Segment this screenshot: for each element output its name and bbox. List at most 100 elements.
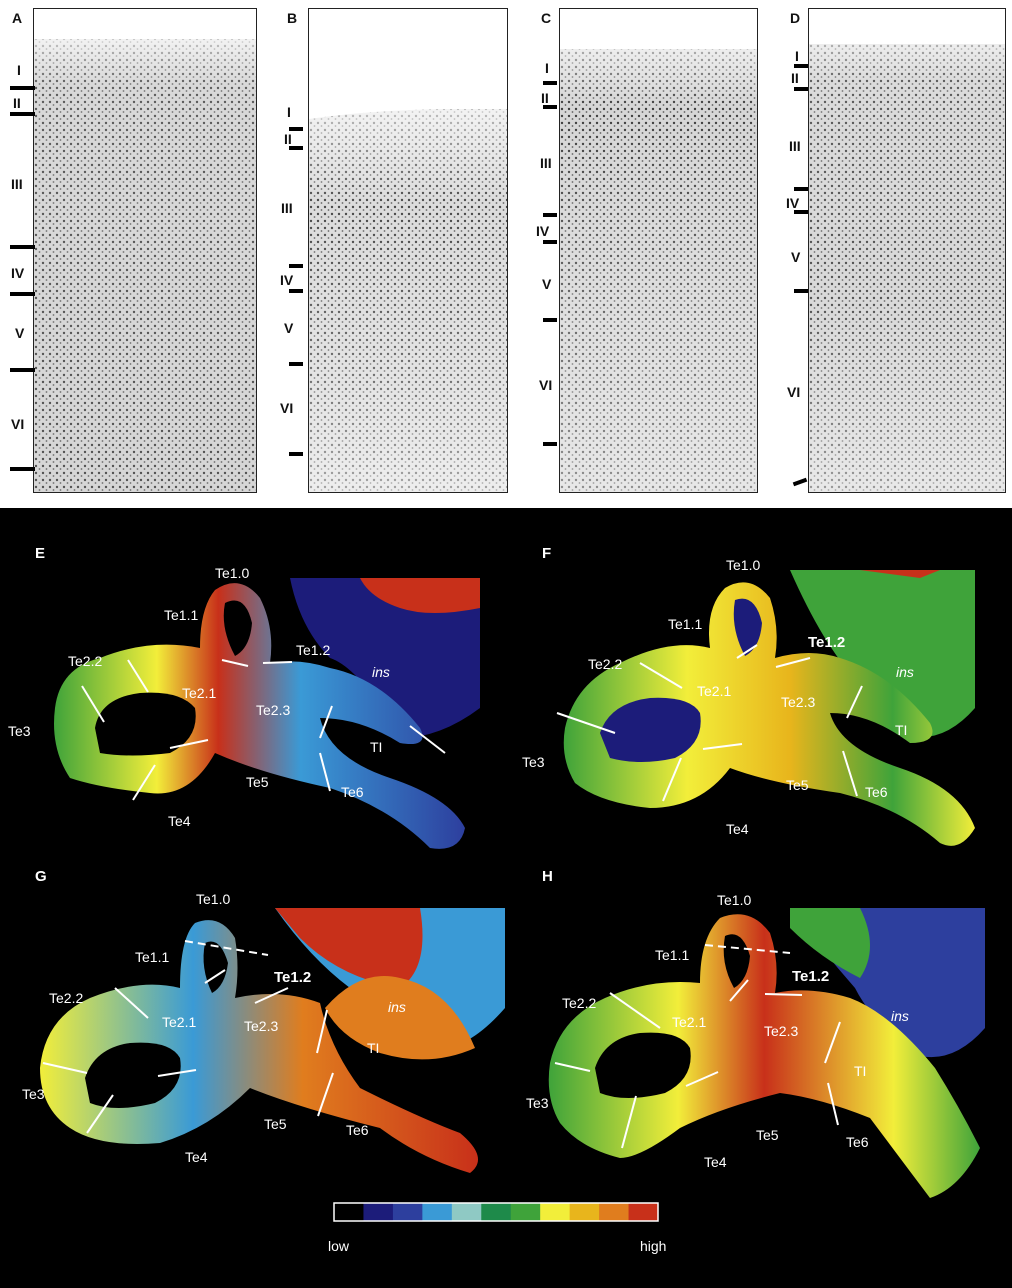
region-label: Te1.0 — [717, 892, 752, 908]
layer-label-c-2: II — [541, 90, 549, 106]
region-label: Te2.3 — [244, 1018, 279, 1034]
layer-boundary-tick — [794, 210, 808, 214]
layer-label-a-3: III — [11, 176, 23, 192]
region-label: Te1.1 — [135, 949, 170, 965]
colorbar-swatch — [599, 1203, 630, 1221]
region-label: Te3 — [22, 1086, 45, 1102]
layer-boundary-tick — [10, 368, 35, 372]
region-label: Te2.3 — [764, 1023, 799, 1039]
colorbar-swatch — [481, 1203, 512, 1221]
region-label: Te2.2 — [588, 656, 623, 672]
region-label: Te2.1 — [672, 1014, 707, 1030]
receptor-maps-panel: E F G H Te1.0 Te1.1 Te1.2 Te2.2 Te2.1 Te… — [0, 508, 1012, 1288]
layer-label-a-4: IV — [11, 265, 25, 281]
region-label: Te1.0 — [726, 557, 761, 573]
region-label: Te1.2 — [792, 968, 830, 985]
layer-boundary-tick — [543, 318, 557, 322]
layer-boundary-tick — [792, 477, 808, 487]
region-label: Te1.0 — [196, 891, 231, 907]
region-label: ins — [891, 1008, 909, 1024]
layer-boundary-tick — [543, 81, 557, 85]
region-label: Te1.2 — [296, 642, 331, 658]
colorbar-swatch — [569, 1203, 600, 1221]
region-label: Te4 — [704, 1154, 727, 1170]
section-f — [563, 570, 975, 846]
layer-boundary-tick — [543, 442, 557, 446]
layer-label-b-1: I — [287, 104, 291, 120]
layer-boundary-tick — [289, 362, 303, 366]
region-label: Te2.1 — [162, 1014, 197, 1030]
layer-boundary-tick — [289, 452, 303, 456]
panel-label-c: C — [541, 10, 552, 26]
layer-label-d-6: VI — [787, 384, 801, 400]
region-label: Te6 — [346, 1122, 369, 1138]
layer-label-b-3: III — [281, 200, 293, 216]
region-label: Te3 — [8, 723, 31, 739]
layer-boundary-tick — [289, 264, 303, 268]
layer-label-b-5: V — [284, 320, 294, 336]
region-label: Te2.1 — [182, 685, 217, 701]
layer-boundary-tick — [10, 292, 35, 296]
colorbar-swatch — [510, 1203, 541, 1221]
region-label: Te6 — [341, 784, 364, 800]
nissl-sections-row: A I II III IV V VI — [0, 0, 1012, 505]
layer-label-d-4: IV — [786, 195, 800, 211]
region-label: Te5 — [756, 1127, 779, 1143]
colorbar-swatch — [392, 1203, 423, 1221]
section-e — [54, 578, 480, 849]
region-label: Te6 — [846, 1134, 869, 1150]
nissl-photo-a — [33, 8, 257, 493]
layer-label-c-6: VI — [539, 377, 553, 393]
layer-boundary-tick — [543, 105, 557, 109]
colorbar-frame — [333, 1202, 659, 1222]
layer-boundary-tick — [543, 213, 557, 217]
layer-label-d-3: III — [789, 138, 801, 154]
region-label: Te2.3 — [781, 694, 816, 710]
region-label: Te2.2 — [49, 990, 84, 1006]
colorbar-swatch — [451, 1203, 482, 1221]
panel-label-h: H — [542, 868, 553, 885]
region-label: TI — [895, 722, 908, 738]
layer-label-a-5: V — [15, 325, 25, 341]
panel-label-g: G — [35, 868, 47, 885]
region-label: Te4 — [168, 813, 191, 829]
layer-boundary-tick — [289, 289, 303, 293]
region-label: Te3 — [526, 1095, 549, 1111]
colorbar-swatch — [540, 1203, 571, 1221]
layer-boundary-tick — [10, 86, 35, 90]
section-g — [40, 908, 505, 1173]
region-label: Te1.1 — [164, 607, 199, 623]
layer-label-c-3: III — [540, 155, 552, 171]
layer-label-c-1: I — [545, 60, 549, 76]
area-border-lines — [42, 644, 863, 1149]
colorbar-high-label: high — [640, 1238, 667, 1254]
layer-boundary-tick — [543, 240, 557, 244]
layer-label-a-2: II — [13, 95, 21, 111]
region-label: Te4 — [726, 821, 749, 837]
layer-label-a-1: I — [17, 62, 21, 78]
layer-boundary-tick — [794, 289, 808, 293]
region-label: Te1.2 — [274, 969, 312, 986]
panel-label-b: B — [287, 10, 298, 26]
colorbar — [333, 1202, 659, 1222]
layer-label-d-5: V — [791, 249, 801, 265]
colorbar-low-label: low — [328, 1238, 350, 1254]
panel-label-d: D — [790, 10, 801, 26]
region-label: ins — [372, 664, 390, 680]
nissl-photo-d — [808, 8, 1006, 493]
colorbar-swatch — [334, 1203, 364, 1221]
region-label: Te5 — [246, 774, 269, 790]
layer-boundary-tick — [10, 467, 35, 471]
layer-label-b-2: II — [284, 131, 292, 147]
region-label: Te1.0 — [215, 565, 250, 581]
layer-boundary-tick — [10, 112, 35, 116]
layer-boundary-tick — [289, 146, 303, 150]
layer-label-d-2: II — [791, 70, 799, 86]
panel-label-f: F — [542, 545, 552, 562]
section-h — [548, 908, 985, 1198]
nissl-photo-b — [308, 8, 508, 493]
layer-label-b-6: VI — [280, 400, 294, 416]
colorbar-swatch — [363, 1203, 394, 1221]
region-label: ins — [896, 664, 914, 680]
region-label: Te2.1 — [697, 683, 732, 699]
